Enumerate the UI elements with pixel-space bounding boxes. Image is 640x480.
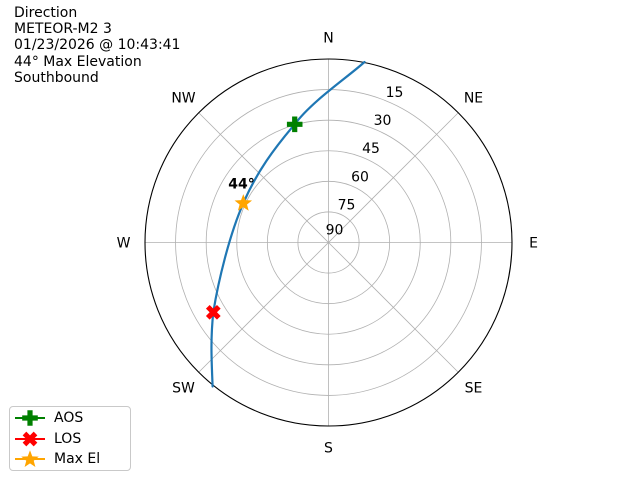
ring-30: [205, 119, 452, 366]
elevation-label-90: 90: [326, 223, 344, 239]
compass-label-nw: NW: [171, 91, 195, 107]
ring-45: [236, 150, 421, 335]
elevation-label-15: 15: [386, 85, 404, 101]
max-el-legend-icon: [15, 450, 45, 467]
chart-title: Direction: [14, 5, 78, 21]
pass-direction-text: Southbound: [14, 69, 99, 86]
legend-item-maxel: Max El: [14, 449, 130, 470]
compass-label-n: N: [323, 31, 333, 47]
compass-label-sw: SW: [172, 381, 195, 397]
elevation-rings: [175, 89, 482, 396]
ring-15: [175, 89, 482, 396]
ring-75: [297, 211, 360, 274]
legend: AOS LOS Max El: [9, 406, 131, 471]
max-elevation-text: 44° Max Elevation: [14, 53, 142, 70]
compass-label-se: SE: [465, 381, 483, 397]
azimuth-spokes: [145, 59, 512, 426]
elevation-label-30: 30: [374, 113, 392, 129]
los-legend-icon: [15, 428, 45, 449]
compass-label-e: E: [529, 236, 538, 252]
plus-icon: [22, 410, 38, 426]
elevation-label-45: 45: [362, 141, 380, 157]
max-el-annotation: 44°: [228, 177, 254, 193]
elevation-label-60: 60: [351, 170, 369, 186]
star-icon: [21, 450, 39, 467]
legend-item-los: LOS: [14, 428, 130, 449]
pass-info-block: Direction METEOR-M2 3 01/23/2026 @ 10:43…: [14, 5, 180, 86]
ring-60: [266, 180, 391, 305]
aos-legend-icon: [15, 410, 45, 426]
compass-label-w: W: [117, 236, 131, 252]
legend-label-aos: AOS: [54, 410, 84, 426]
legend-label-maxel: Max El: [54, 451, 101, 467]
compass-label-s: S: [324, 441, 333, 457]
elevation-label-75: 75: [338, 198, 356, 214]
compass-label-ne: NE: [464, 91, 483, 107]
horizon-circle: [144, 58, 513, 427]
satellite-name: METEOR-M2 3: [14, 21, 112, 38]
legend-label-los: LOS: [54, 430, 82, 447]
legend-item-aos: AOS: [14, 408, 130, 429]
pass-timestamp: 01/23/2026 @ 10:43:41: [14, 37, 181, 54]
